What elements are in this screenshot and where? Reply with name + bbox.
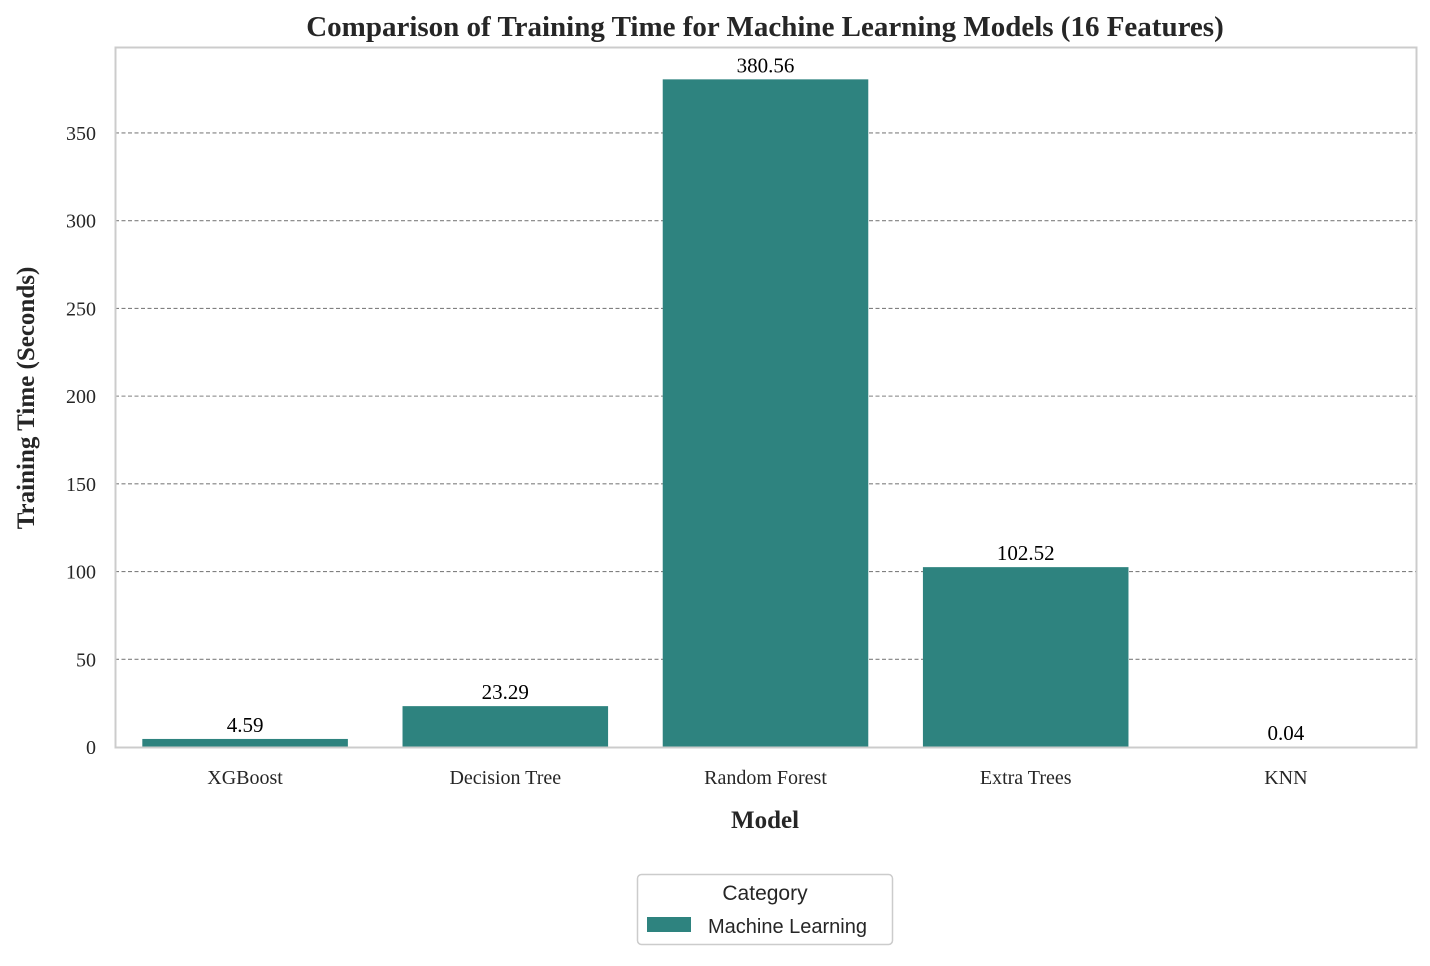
legend: Category Machine Learning: [638, 875, 893, 945]
x-tick-label-extra-trees: Extra Trees: [980, 767, 1072, 789]
x-axis-ticks: XGBoost Decision Tree Random Forest Extra T…: [207, 767, 1307, 789]
x-tick-label-random-forest: Random Forest: [704, 767, 827, 789]
y-tick-label: 0: [86, 737, 96, 759]
y-tick-label: 250: [66, 298, 96, 320]
y-tick-label: 350: [66, 123, 96, 145]
y-tick-label: 50: [76, 649, 96, 671]
y-tick-label: 150: [66, 474, 96, 496]
y-axis-label: Training Time (Seconds): [13, 267, 40, 530]
x-tick-label-xgboost: XGBoost: [207, 767, 283, 789]
y-tick-label: 300: [66, 211, 96, 233]
y-tick-label: 100: [66, 562, 96, 584]
data-label-knn: 0.04: [1268, 721, 1305, 745]
legend-entry-machine-learning: Machine Learning: [708, 916, 867, 938]
x-axis-label: Model: [731, 807, 799, 834]
data-label-random-forest: 380.56: [737, 53, 795, 77]
data-label-xgboost: 4.59: [227, 713, 264, 737]
bar-decision-tree: [403, 706, 609, 747]
bar-xgboost: [142, 739, 348, 747]
bar-random-forest: [663, 79, 869, 747]
chart-title: Comparison of Training Time for Machine …: [306, 11, 1224, 43]
data-label-decision-tree: 23.29: [482, 680, 529, 704]
bars: [142, 79, 1388, 747]
bar-extra-trees: [923, 567, 1129, 747]
legend-title: Category: [722, 882, 808, 905]
y-tick-label: 200: [66, 386, 96, 408]
x-tick-label-knn: KNN: [1264, 767, 1307, 789]
data-label-extra-trees: 102.52: [997, 541, 1055, 565]
x-tick-label-decision-tree: Decision Tree: [449, 767, 561, 789]
legend-swatch: [647, 917, 691, 932]
y-axis-ticks: 0 50 100 150 200 250 300 350: [66, 123, 96, 759]
